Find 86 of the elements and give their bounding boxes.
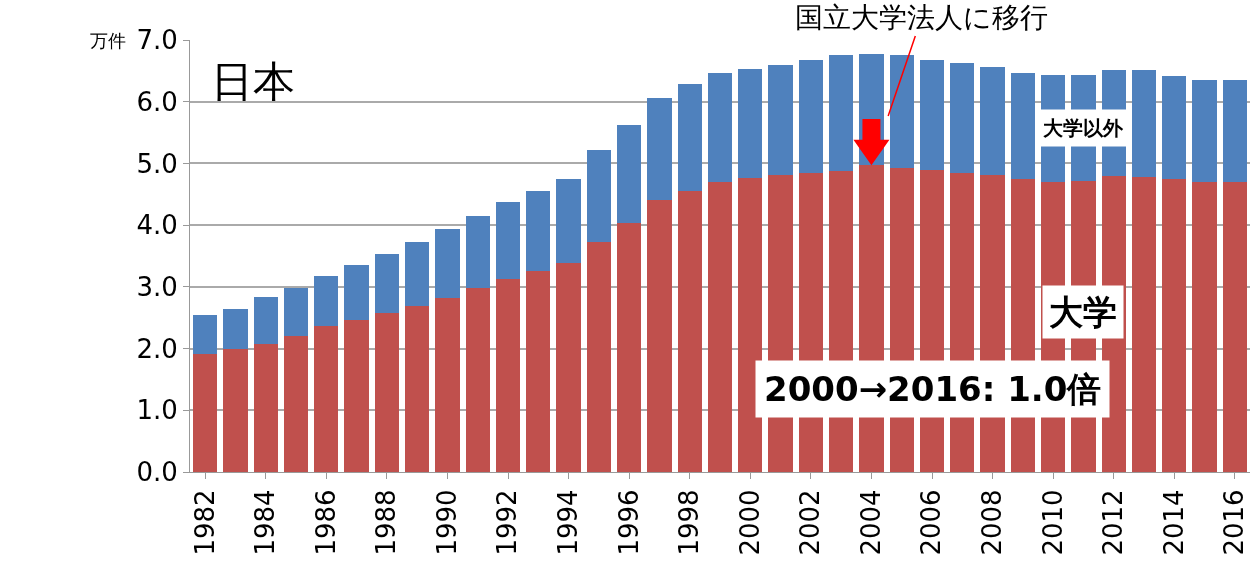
bar xyxy=(1010,73,1035,180)
x-tick-label: 1986 xyxy=(310,489,341,556)
bar xyxy=(314,326,339,472)
bar xyxy=(647,98,672,200)
y-tick-label: 7.0 xyxy=(136,25,178,56)
bar xyxy=(526,191,551,272)
bar xyxy=(1131,70,1157,178)
bar xyxy=(1192,80,1217,182)
bar xyxy=(374,254,399,313)
x-tick-label: 2008 xyxy=(977,489,1008,556)
x-tick-label: 2004 xyxy=(855,489,886,556)
bar xyxy=(889,55,914,169)
x-tick-label: 1988 xyxy=(371,489,402,556)
bar xyxy=(556,179,581,264)
bar xyxy=(677,84,702,192)
bar xyxy=(223,349,248,472)
bar xyxy=(556,263,581,472)
y-tick-label: 6.0 xyxy=(136,86,178,117)
x-tick-label: 1998 xyxy=(674,489,705,556)
bar xyxy=(405,242,430,306)
x-tick-label: 1992 xyxy=(492,489,523,556)
bar xyxy=(1131,177,1157,472)
bar xyxy=(829,55,854,172)
x-tick-label: 2014 xyxy=(1158,489,1189,556)
bar xyxy=(617,222,642,472)
bar xyxy=(707,181,733,472)
x-tick-label: 2012 xyxy=(1098,489,1129,556)
x-tick-label: 2000 xyxy=(734,489,765,556)
x-tick-label: 1990 xyxy=(431,489,462,556)
y-tick-label: 3.0 xyxy=(136,271,178,302)
bar xyxy=(283,335,309,472)
y-tick-label: 0.0 xyxy=(136,457,178,488)
x-tick-label: 1982 xyxy=(189,489,220,556)
y-tick-label: 1.0 xyxy=(136,395,178,426)
x-tick-label: 2010 xyxy=(1037,489,1068,556)
bar xyxy=(253,296,278,344)
bar xyxy=(1192,181,1217,472)
annotation: 2000→2016: 1.0倍 xyxy=(764,369,1102,409)
series-label: 大学以外 xyxy=(1043,116,1124,140)
y-axis-title: 万件 xyxy=(90,30,126,51)
bar xyxy=(1222,181,1247,472)
bar xyxy=(526,271,551,472)
bar xyxy=(1162,76,1187,180)
bar xyxy=(314,276,339,327)
x-tick-label: 1984 xyxy=(250,489,281,556)
bar xyxy=(707,73,733,182)
x-tick-label: 2016 xyxy=(1219,489,1250,556)
chart-title: 日本 xyxy=(211,57,296,107)
bar xyxy=(495,202,521,279)
bar xyxy=(980,66,1005,176)
bar xyxy=(253,343,278,472)
bar xyxy=(344,319,369,472)
bar xyxy=(283,288,309,336)
bar xyxy=(435,297,460,472)
x-tick-label: 2006 xyxy=(916,489,947,556)
bar xyxy=(193,354,218,472)
bar xyxy=(738,69,763,179)
bar xyxy=(798,59,823,174)
bar xyxy=(344,265,369,320)
bar xyxy=(617,125,642,223)
bar xyxy=(193,314,218,355)
annotation: 国立大学法人に移行 xyxy=(795,1,1048,34)
bar xyxy=(586,242,611,472)
y-tick-label: 2.0 xyxy=(136,333,178,364)
bar xyxy=(495,278,521,472)
bar xyxy=(768,64,793,176)
bar xyxy=(950,62,975,174)
bar xyxy=(223,309,248,350)
y-tick-label: 5.0 xyxy=(136,148,178,179)
y-tick-label: 4.0 xyxy=(136,210,178,241)
bar xyxy=(465,215,490,289)
bar xyxy=(465,288,490,472)
x-tick-label: 1994 xyxy=(553,489,584,556)
bar xyxy=(1162,179,1187,472)
series-label: 大学 xyxy=(1049,292,1117,332)
x-tick-label: 1996 xyxy=(613,489,644,556)
bar xyxy=(919,59,945,171)
bar xyxy=(1222,80,1247,182)
x-tick-label: 2002 xyxy=(795,489,826,556)
bar xyxy=(647,199,672,472)
bar xyxy=(405,305,430,472)
bar xyxy=(374,312,399,472)
bar xyxy=(677,191,702,472)
bar xyxy=(586,150,611,243)
bar xyxy=(435,229,460,298)
bar xyxy=(738,178,763,472)
